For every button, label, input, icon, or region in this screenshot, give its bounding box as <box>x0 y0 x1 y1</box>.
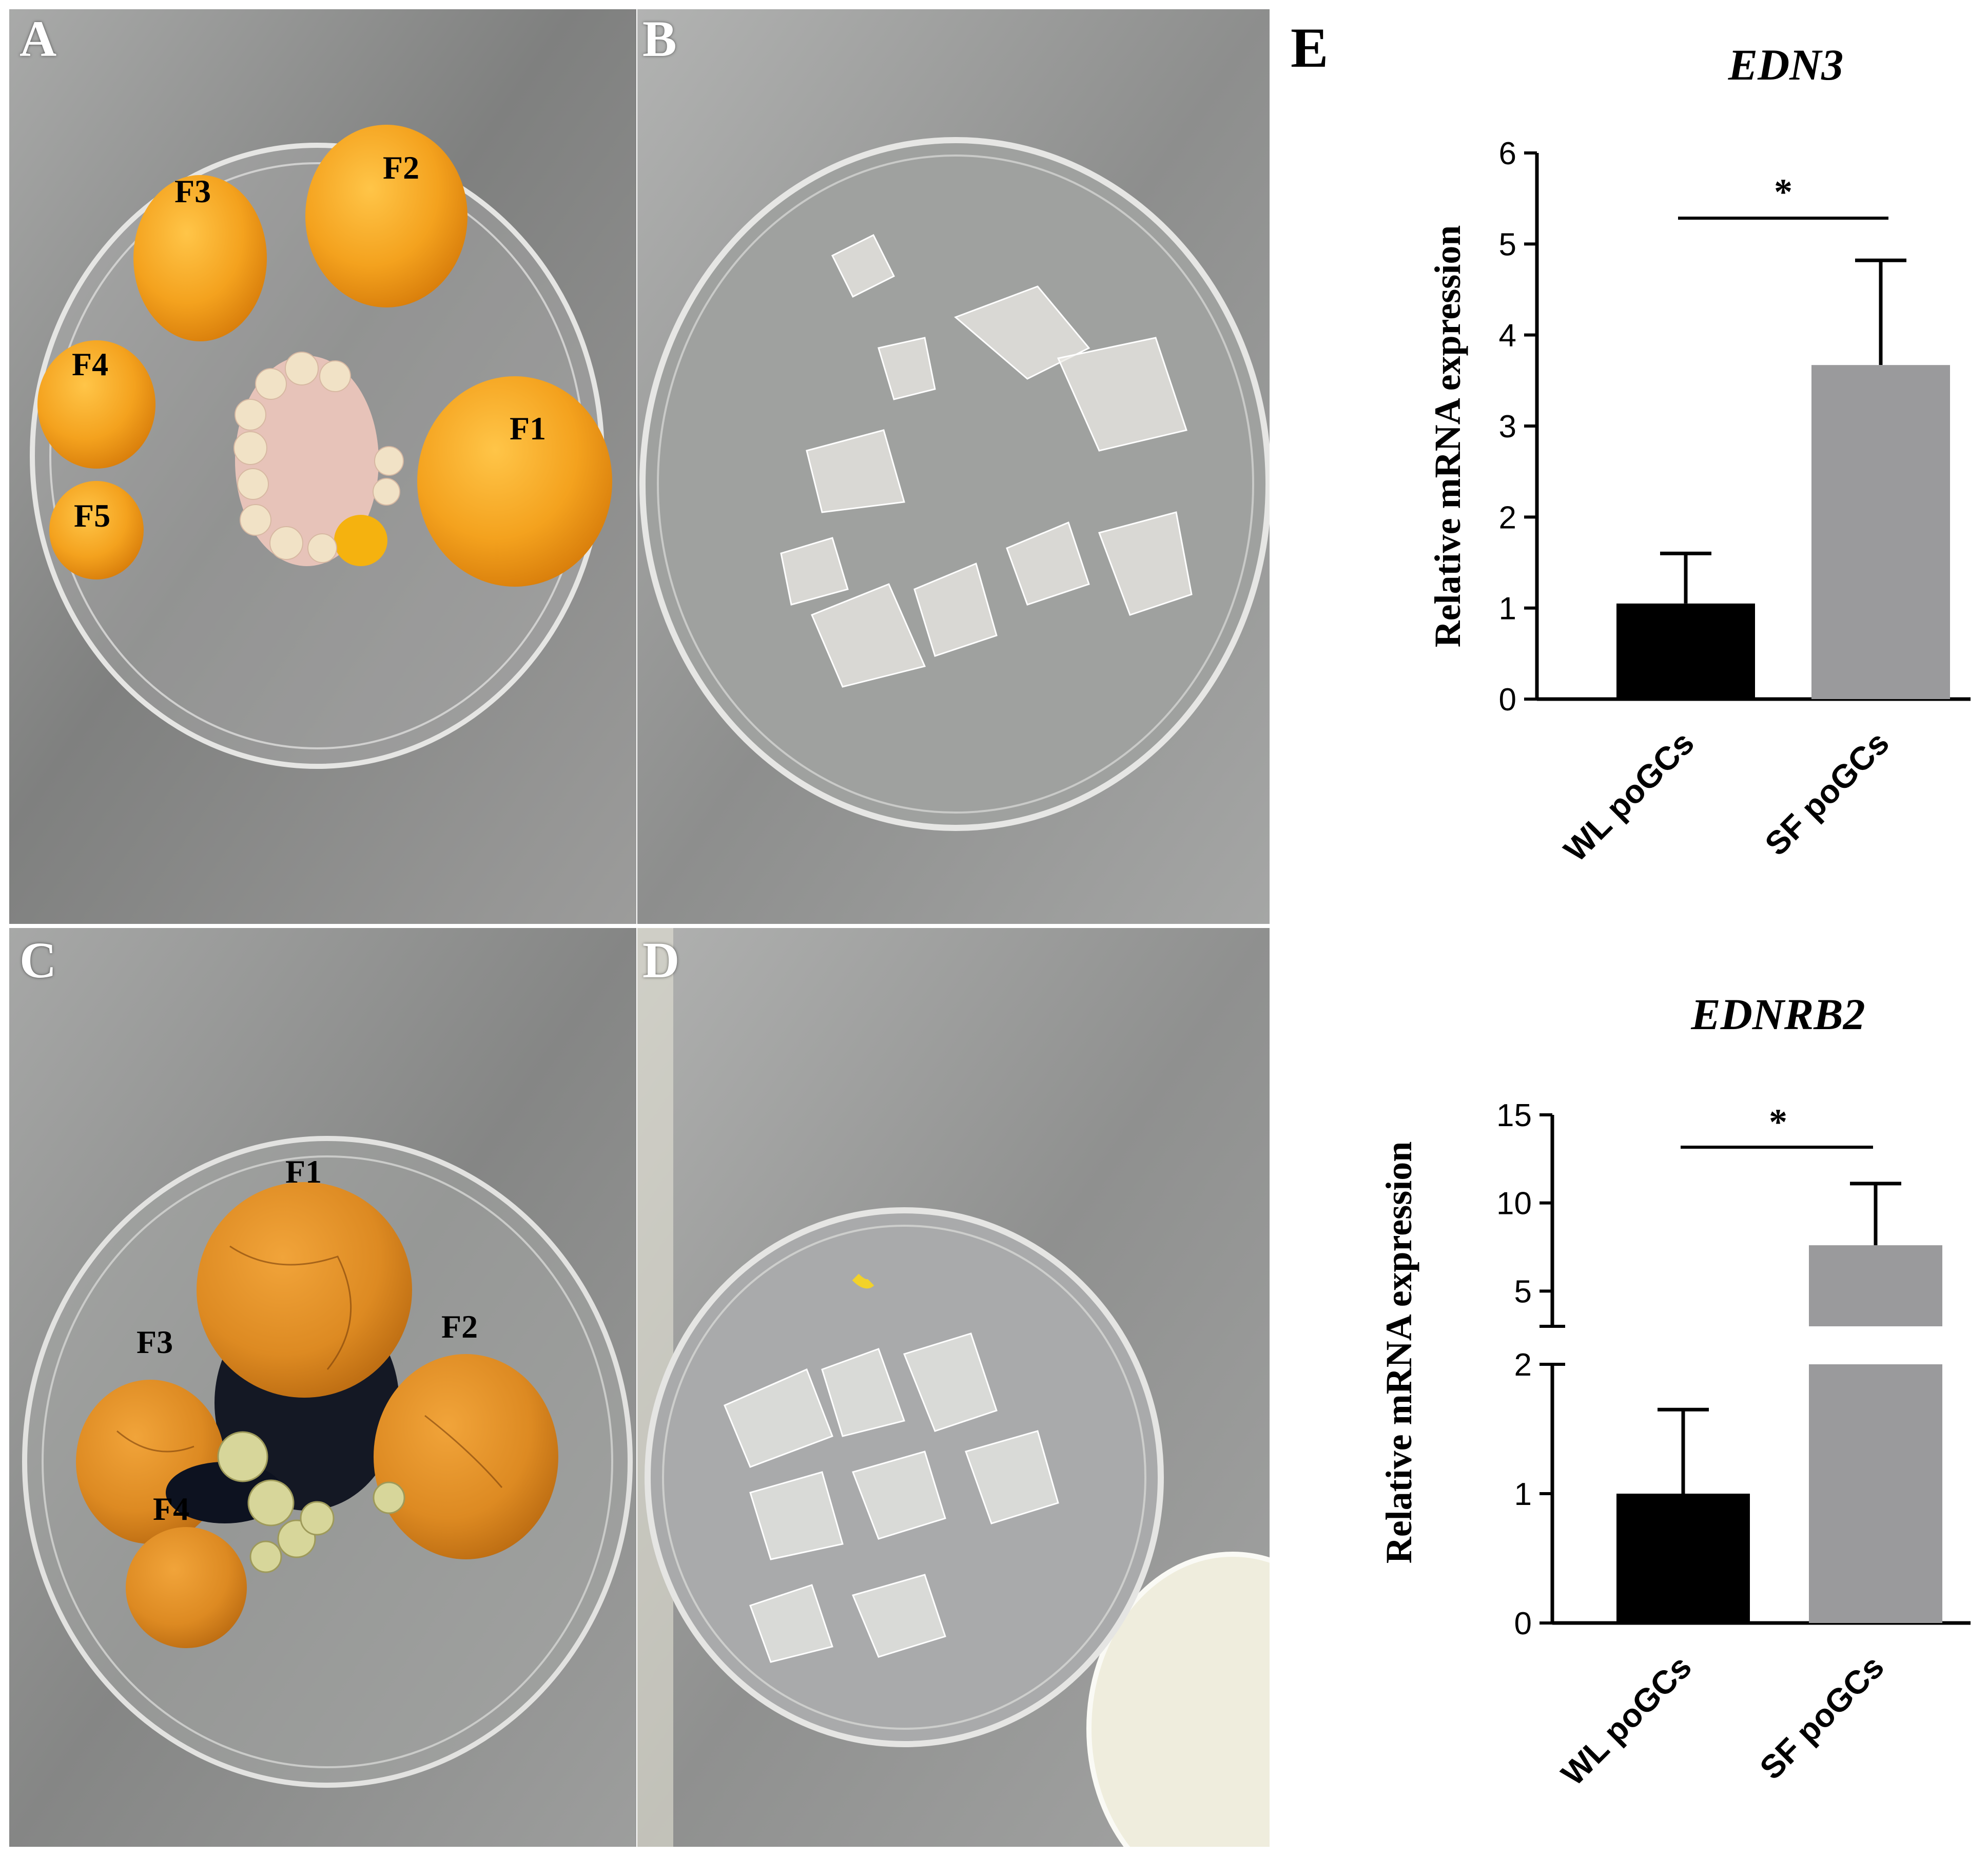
chart1-title: EDN3 <box>1728 40 1844 89</box>
panel-a-letter: A <box>20 10 57 67</box>
chart1-ytick-label: 2 <box>1499 500 1516 535</box>
yolk-label-f4: F4 <box>72 346 109 382</box>
chart2-bar-wl <box>1616 1494 1750 1623</box>
chart2-ytick-label: 2 <box>1514 1347 1532 1383</box>
chart2-category-label: SF poGCs <box>1752 1648 1891 1787</box>
chart1-ytick-label: 4 <box>1499 318 1516 354</box>
panel-b-letter: B <box>642 10 677 67</box>
yolk-label-c-f3: F3 <box>137 1324 173 1360</box>
chart1-bar-wl <box>1616 603 1755 699</box>
chart1-bar-sf <box>1811 365 1950 699</box>
panel-d-photo: D <box>637 928 1270 1847</box>
panel-a-photo: A F3 F2 F4 F1 F5 <box>9 9 636 924</box>
panel-c-letter: C <box>20 932 57 989</box>
chart1-ytick-label: 3 <box>1499 409 1516 445</box>
chart1-ytick-label: 1 <box>1499 591 1516 627</box>
yolk-label-c-f2: F2 <box>441 1308 478 1345</box>
chart1-category-label: SF poGCs <box>1758 724 1896 863</box>
chart2-bar-sf-lower <box>1809 1364 1942 1623</box>
chart1-category-label: WL poGCs <box>1557 724 1701 868</box>
panel-d-letter: D <box>642 932 680 989</box>
chart2-ytick-label: 1 <box>1514 1477 1532 1512</box>
chart-edn3: EDN3 Relative mRNA expression 0 1 2 3 4 5 6 WL… <box>1427 40 1971 868</box>
chart1-ytick-label: 6 <box>1499 136 1516 171</box>
chart2-category-label: WL poGCs <box>1554 1648 1699 1792</box>
chart1-significance-star: * <box>1774 171 1792 212</box>
panel-c-photo: C F1 F3 F2 F4 <box>9 928 636 1847</box>
chart2-ytick-label: 0 <box>1514 1606 1532 1641</box>
panel-e-letter: E <box>1291 16 1329 79</box>
chart2-ytick-label: 15 <box>1496 1098 1532 1133</box>
panel-e-charts: EDN3 Relative mRNA expression 0 1 2 3 4 5 6 WL… <box>1378 40 1971 1792</box>
chart1-ytick-label: 0 <box>1499 682 1516 718</box>
chart2-title: EDNRB2 <box>1690 990 1865 1039</box>
yolk-label-c-f1: F1 <box>285 1153 322 1190</box>
chart2-significance-star: * <box>1769 1102 1787 1143</box>
chart-ednrb2: EDNRB2 Relative mRNA expression 0 1 2 5 10 15… <box>1378 990 1971 1792</box>
chart2-bar-sf-upper <box>1809 1245 1942 1326</box>
chart2-ytick-label: 10 <box>1496 1186 1532 1222</box>
chart2-ytick-label: 5 <box>1514 1274 1532 1309</box>
yolk-label-f2: F2 <box>383 149 420 186</box>
yolk-label-f3: F3 <box>174 173 211 209</box>
chart1-ylabel: Relative mRNA expression <box>1427 225 1468 648</box>
chart1-ytick-label: 5 <box>1499 227 1516 262</box>
yolk-label-f1: F1 <box>510 410 547 447</box>
yolk-label-f5: F5 <box>74 497 111 534</box>
panel-b-photo: B <box>637 9 1270 924</box>
yolk-label-c-f4: F4 <box>153 1491 190 1527</box>
chart2-ylabel: Relative mRNA expression <box>1378 1142 1419 1564</box>
